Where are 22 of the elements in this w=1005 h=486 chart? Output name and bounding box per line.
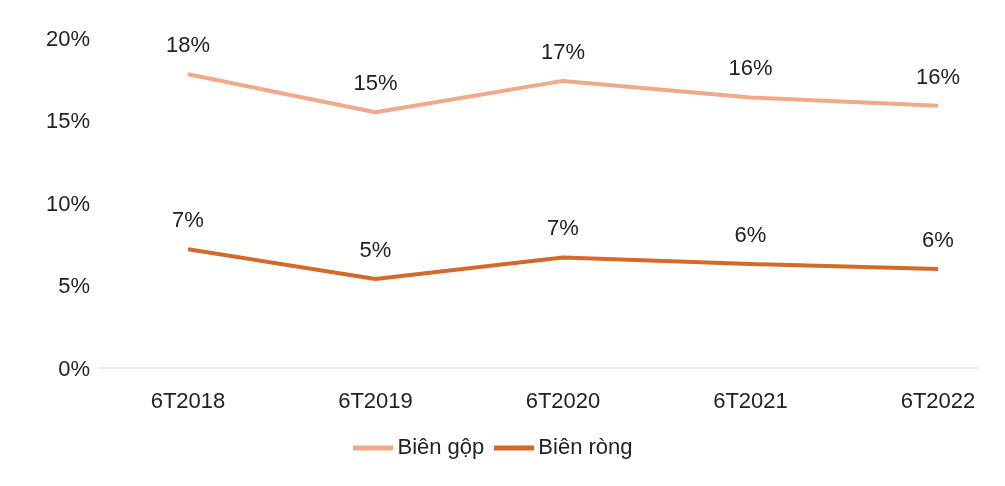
data-label: 7%	[547, 215, 579, 241]
x-tick-label: 6T2021	[713, 387, 788, 413]
legend-label: Biên ròng	[538, 433, 633, 459]
data-label: 16%	[915, 63, 961, 89]
y-tick-label: 0%	[58, 355, 90, 381]
x-tick-label: 6T2020	[525, 387, 601, 413]
data-label: 7%	[172, 207, 204, 233]
y-tick-label: 5%	[58, 273, 90, 299]
data-label: 17%	[540, 38, 586, 64]
x-tick-label: 6T2022	[900, 387, 976, 413]
y-tick-label: 20%	[45, 25, 90, 51]
data-label: 6%	[922, 227, 954, 252]
x-tick-label: 6T2019	[338, 387, 413, 413]
data-label: 16%	[728, 55, 773, 81]
legend-label: Biên gộp	[397, 433, 485, 459]
y-tick-label: 15%	[45, 108, 90, 134]
data-label: 18%	[165, 32, 211, 58]
y-tick-label: 10%	[45, 190, 90, 216]
data-label: 15%	[353, 70, 398, 96]
x-tick-label: 6T2018	[150, 387, 226, 413]
data-label: 5%	[359, 236, 392, 262]
data-label: 6%	[734, 222, 767, 248]
